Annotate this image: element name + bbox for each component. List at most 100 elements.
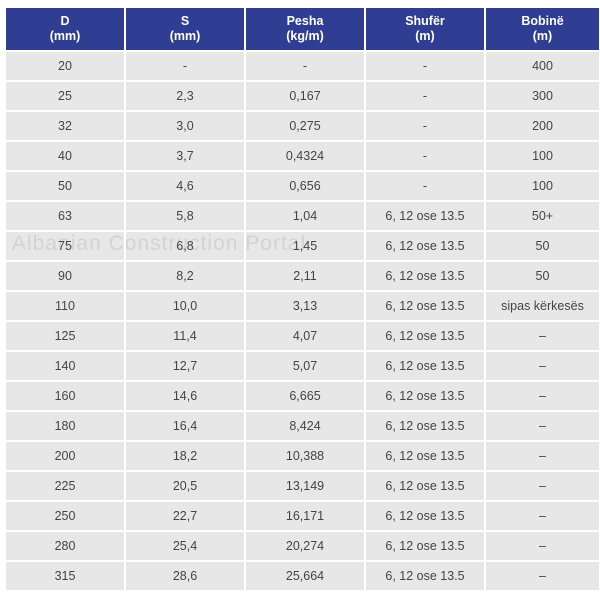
cell-diameter: 250: [6, 502, 124, 530]
table-row: 63 5,8 1,04 6, 12 ose 13.5 50+: [6, 202, 599, 230]
cell-thickness: 3,0: [126, 112, 244, 140]
cell-diameter: 20: [6, 52, 124, 80]
cell-weight: 13,149: [246, 472, 364, 500]
table-row: 180 16,4 8,424 6, 12 ose 13.5–: [6, 412, 599, 440]
cell-coil-length: –: [486, 532, 599, 560]
cell-diameter: 40: [6, 142, 124, 170]
cell-thickness: 12,7: [126, 352, 244, 380]
table-row: 250 22,7 16,171 6, 12 ose 13.5–: [6, 502, 599, 530]
cell-coil-length: 50+: [486, 202, 599, 230]
cell-weight: 25,664: [246, 562, 364, 590]
cell-diameter: 200: [6, 442, 124, 470]
cell-weight: 0,167: [246, 82, 364, 110]
cell-weight: 0,4324: [246, 142, 364, 170]
cell-weight: -: [246, 52, 364, 80]
cell-coil-length: –: [486, 352, 599, 380]
cell-diameter: 225: [6, 472, 124, 500]
cell-weight: 3,13: [246, 292, 364, 320]
cell-rod-length: 6, 12 ose 13.5: [366, 292, 484, 320]
table-row: 90 8,2 2,11 6, 12 ose 13.5 50: [6, 262, 599, 290]
cell-thickness: 6,8: [126, 232, 244, 260]
cell-weight: 4,07: [246, 322, 364, 350]
table-row: 40 3,7 0,4324-100: [6, 142, 599, 170]
header-diameter: D (mm): [6, 8, 124, 50]
cell-coil-length: –: [486, 382, 599, 410]
cell-rod-length: 6, 12 ose 13.5: [366, 262, 484, 290]
table-row: 225 20,5 13,149 6, 12 ose 13.5–: [6, 472, 599, 500]
cell-thickness: 10,0: [126, 292, 244, 320]
cell-coil-length: 100: [486, 172, 599, 200]
cell-weight: 6,665: [246, 382, 364, 410]
cell-thickness: 14,6: [126, 382, 244, 410]
cell-thickness: 22,7: [126, 502, 244, 530]
cell-thickness: 4,6: [126, 172, 244, 200]
cell-rod-length: 6, 12 ose 13.5: [366, 382, 484, 410]
cell-thickness: 5,8: [126, 202, 244, 230]
table-row: 25 2,3 0,167-300: [6, 82, 599, 110]
cell-diameter: 25: [6, 82, 124, 110]
cell-rod-length: 6, 12 ose 13.5: [366, 562, 484, 590]
cell-thickness: -: [126, 52, 244, 80]
cell-coil-length: –: [486, 412, 599, 440]
header-coil-length: Bobinë (m): [486, 8, 599, 50]
cell-weight: 5,07: [246, 352, 364, 380]
cell-thickness: 25,4: [126, 532, 244, 560]
cell-diameter: 280: [6, 532, 124, 560]
cell-rod-length: -: [366, 52, 484, 80]
cell-rod-length: 6, 12 ose 13.5: [366, 502, 484, 530]
cell-coil-length: sipas kërkesës: [486, 292, 599, 320]
cell-diameter: 110: [6, 292, 124, 320]
cell-thickness: 16,4: [126, 412, 244, 440]
header-thickness: S (mm): [126, 8, 244, 50]
cell-coil-length: 100: [486, 142, 599, 170]
cell-diameter: 140: [6, 352, 124, 380]
header-weight: Pesha (kg/m): [246, 8, 364, 50]
cell-weight: 0,656: [246, 172, 364, 200]
table-row: 32 3,0 0,275-200: [6, 112, 599, 140]
cell-diameter: 160: [6, 382, 124, 410]
cell-coil-length: 200: [486, 112, 599, 140]
cell-diameter: 63: [6, 202, 124, 230]
cell-rod-length: -: [366, 172, 484, 200]
cell-rod-length: -: [366, 112, 484, 140]
cell-coil-length: 400: [486, 52, 599, 80]
cell-weight: 2,11: [246, 262, 364, 290]
table-row: 140 12,7 5,07 6, 12 ose 13.5–: [6, 352, 599, 380]
cell-rod-length: -: [366, 82, 484, 110]
table-row: 75 6,8 1,45 6, 12 ose 13.5 50: [6, 232, 599, 260]
cell-diameter: 125: [6, 322, 124, 350]
pipe-spec-table-container: D (mm) S (mm) Pesha (kg/m) Shufër (m) Bobinë…: [4, 6, 599, 592]
cell-coil-length: –: [486, 502, 599, 530]
cell-coil-length: 50: [486, 232, 599, 260]
cell-rod-length: -: [366, 142, 484, 170]
table-row: 315 28,6 25,664 6, 12 ose 13.5–: [6, 562, 599, 590]
table-row: 50 4,6 0,656-100: [6, 172, 599, 200]
cell-diameter: 32: [6, 112, 124, 140]
cell-weight: 10,388: [246, 442, 364, 470]
header-rod-length: Shufër (m): [366, 8, 484, 50]
cell-thickness: 20,5: [126, 472, 244, 500]
cell-weight: 20,274: [246, 532, 364, 560]
cell-thickness: 28,6: [126, 562, 244, 590]
cell-rod-length: 6, 12 ose 13.5: [366, 472, 484, 500]
table-row: 280 25,4 20,274 6, 12 ose 13.5–: [6, 532, 599, 560]
cell-weight: 16,171: [246, 502, 364, 530]
table-row: 20- - -400: [6, 52, 599, 80]
cell-thickness: 2,3: [126, 82, 244, 110]
cell-rod-length: 6, 12 ose 13.5: [366, 232, 484, 260]
cell-weight: 1,45: [246, 232, 364, 260]
table-row: 160 14,6 6,665 6, 12 ose 13.5–: [6, 382, 599, 410]
cell-coil-length: –: [486, 562, 599, 590]
table-row: 200 18,2 10,388 6, 12 ose 13.5–: [6, 442, 599, 470]
cell-coil-length: –: [486, 322, 599, 350]
cell-rod-length: 6, 12 ose 13.5: [366, 202, 484, 230]
cell-rod-length: 6, 12 ose 13.5: [366, 442, 484, 470]
cell-thickness: 8,2: [126, 262, 244, 290]
cell-diameter: 180: [6, 412, 124, 440]
table-row: 110 10,0 3,13 6, 12 ose 13.5 sipas kërkesës: [6, 292, 599, 320]
table-row: 125 11,4 4,07 6, 12 ose 13.5–: [6, 322, 599, 350]
cell-coil-length: 50: [486, 262, 599, 290]
cell-rod-length: 6, 12 ose 13.5: [366, 412, 484, 440]
cell-diameter: 50: [6, 172, 124, 200]
cell-diameter: 315: [6, 562, 124, 590]
